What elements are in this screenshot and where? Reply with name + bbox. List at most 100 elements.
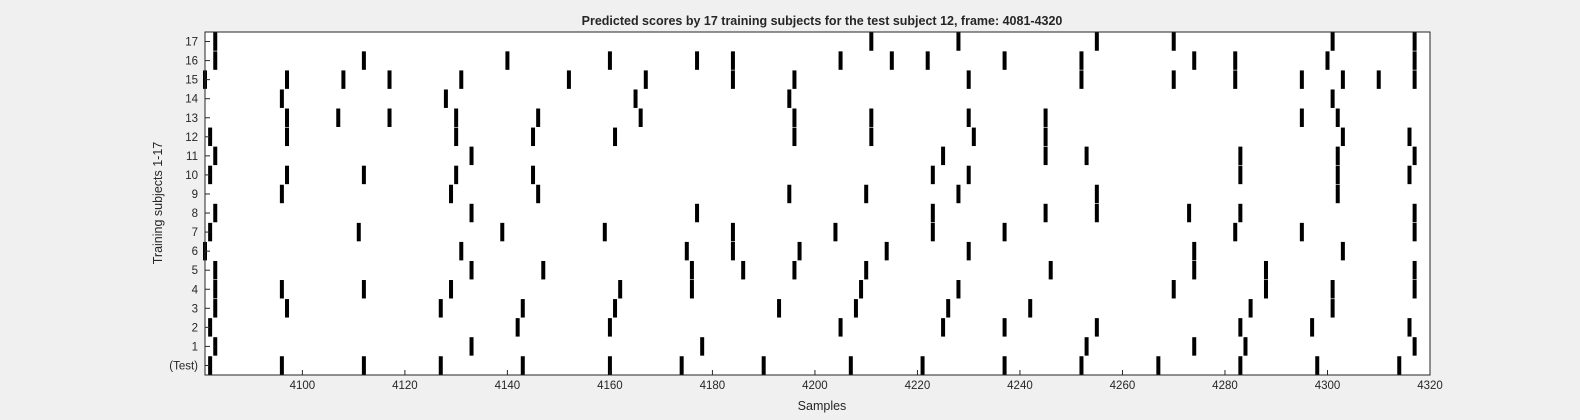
event-mark [336,108,341,127]
y-axis-label: Training subjects 1-17 [151,142,165,265]
event-mark [361,165,366,185]
event-mark [777,299,782,318]
event-mark [1335,184,1340,204]
event-mark [730,241,735,261]
event-mark [520,356,525,375]
event-mark [1248,299,1253,318]
plot-area [205,32,1430,375]
event-mark [761,356,766,375]
event-mark [1340,241,1345,261]
event-mark [607,356,612,375]
event-mark [1187,203,1192,223]
event-mark [505,51,510,70]
event-mark [1238,165,1243,185]
x-tick-label: 4280 [1212,380,1238,392]
event-mark [1325,51,1330,70]
event-mark [213,280,218,299]
event-mark [1156,356,1161,375]
event-mark [638,108,643,127]
event-mark [1084,146,1089,166]
event-mark [1233,70,1238,89]
event-mark [279,89,284,108]
event-mark [361,51,366,70]
x-tick-label: 4300 [1315,380,1341,392]
event-mark [700,337,705,356]
x-tick-label: 4180 [700,380,726,392]
event-mark [285,165,290,185]
y-tick-label: 17 [185,37,198,49]
event-mark [1299,70,1304,89]
y-tick-label: 13 [185,113,198,125]
event-mark [536,108,541,127]
x-tick-label: 4160 [597,380,623,392]
event-mark [1340,70,1345,89]
event-mark [1315,356,1320,375]
event-mark [1094,203,1099,223]
event-mark [213,32,218,51]
event-mark [1330,299,1335,318]
event-mark [566,70,571,89]
event-mark [884,241,889,261]
event-mark [454,108,459,127]
event-mark [208,127,213,147]
event-mark [792,260,797,280]
event-mark [925,51,930,70]
event-mark [531,127,536,147]
y-tick-label: 8 [192,208,198,220]
event-mark [361,280,366,299]
event-mark [1407,165,1412,185]
event-mark [1407,127,1412,147]
event-mark [469,260,474,280]
x-tick-label: 4240 [1007,380,1033,392]
event-marks [203,32,1417,375]
event-mark [613,299,618,318]
event-mark [966,70,971,89]
event-mark [848,356,853,375]
y-tick-label: 5 [192,265,198,277]
event-mark [1335,108,1340,127]
y-tick-label: 4 [192,284,199,296]
x-tick-label: 4320 [1417,380,1443,392]
y-tick-label: 11 [186,151,198,163]
plot-frame [204,31,1431,376]
x-tick-label: 4200 [802,380,828,392]
event-mark [920,356,925,375]
x-axis-label: Samples [798,399,847,413]
event-mark [1079,70,1084,89]
event-mark [1043,127,1048,147]
y-tick-label: 2 [192,322,198,334]
event-mark [520,299,525,318]
event-mark [454,127,459,147]
event-mark [469,146,474,166]
event-mark [449,280,454,299]
event-mark [1171,32,1176,51]
y-tick-label: 1 [192,341,198,353]
event-mark [618,280,623,299]
event-mark [1238,356,1243,375]
event-mark [1043,108,1048,127]
event-mark [454,165,459,185]
event-mark [213,337,218,356]
event-mark [1002,51,1007,70]
y-tick-label: 10 [185,170,198,182]
event-mark [438,356,443,375]
event-mark [208,222,213,242]
event-mark [356,222,361,242]
event-mark [956,32,961,51]
event-mark [941,146,946,166]
y-tick-label: 6 [192,246,198,258]
event-mark [1233,222,1238,242]
event-mark [966,108,971,127]
event-mark [941,318,946,337]
event-mark [930,203,935,223]
event-mark [1171,70,1176,89]
event-mark [1412,260,1417,280]
event-mark [361,356,366,375]
event-mark [208,356,213,375]
event-mark [1192,241,1197,261]
event-mark [864,184,869,204]
y-tick-label: 15 [185,75,198,87]
event-mark [792,127,797,147]
event-mark [1243,337,1248,356]
